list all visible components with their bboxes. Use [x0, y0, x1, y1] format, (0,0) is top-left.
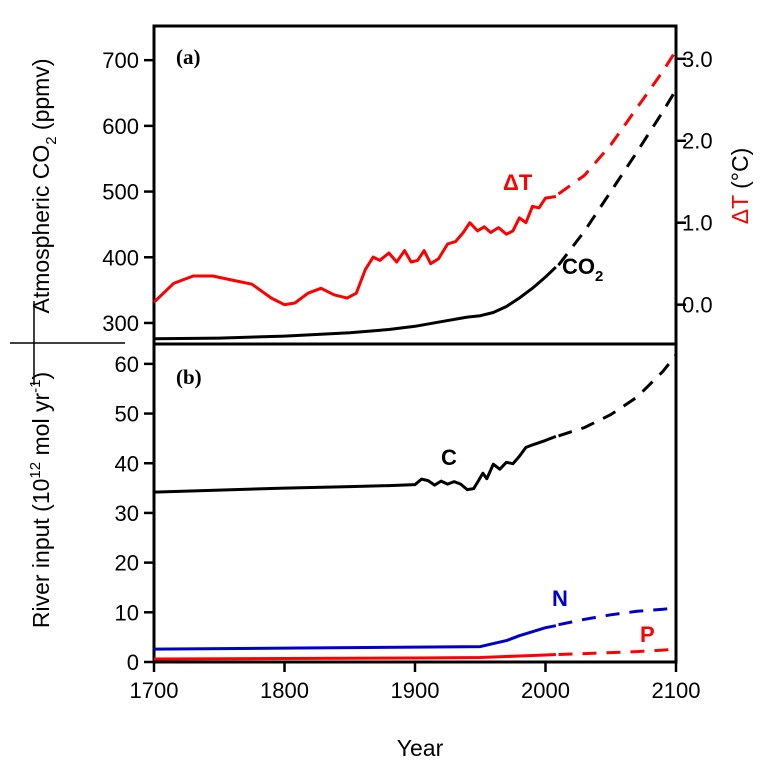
delta-t-tick-label: 1.0 — [682, 211, 713, 236]
co2-tick-label: 300 — [102, 311, 139, 336]
year-tick-label: 1800 — [260, 678, 309, 703]
river-tick-label: 30 — [115, 501, 139, 526]
co2-series-label-subscript: 2 — [595, 268, 603, 285]
panel-a-series — [152, 49, 678, 341]
p-observed-line — [153, 653, 556, 661]
river-tick-label: 40 — [115, 451, 139, 476]
co2-projected-line — [557, 88, 678, 267]
delta-t-axis-title-symbol: ΔT — [727, 195, 753, 224]
panel-a-label: (a) — [176, 45, 201, 69]
delta-t-series-label: ΔT — [503, 170, 533, 195]
panel-a-left-axis-title: Atmospheric CO2 (ppmv) — [28, 58, 60, 313]
x-axis-title: Year — [397, 735, 444, 761]
year-tick-label: 1900 — [391, 678, 440, 703]
year-tick-label: 2000 — [521, 678, 570, 703]
delta-t-axis-title-unit: (°C) — [727, 148, 753, 196]
river-tick-label: 50 — [115, 402, 139, 427]
year-tick-label: 1700 — [130, 678, 179, 703]
n-observed-line — [153, 624, 557, 651]
panel-a-right-axis: 0.0 1.0 2.0 3.0 — [676, 47, 713, 318]
river-axis-title-exponent: -1 — [27, 380, 44, 393]
co2-series-label-text: CO — [562, 254, 595, 279]
c-observed-line — [153, 434, 557, 494]
panel-b-left-axis-title: River input (1012 mol yr-1) — [27, 372, 54, 628]
p-projected-line — [558, 647, 677, 656]
n-projected-line — [558, 606, 677, 627]
co2-observed-line — [153, 266, 557, 341]
panel-b-frame — [152, 342, 678, 664]
river-axis-title-unit: mol yr — [28, 393, 54, 462]
svg-text:River input (1012 mol yr-1): River input (1012 mol yr-1) — [27, 372, 54, 628]
delta-t-tick-label: 2.0 — [682, 129, 713, 154]
river-axis-title-text: River input (10 — [28, 479, 54, 629]
year-tick-label: 2100 — [652, 678, 701, 703]
delta-t-projected-line — [557, 49, 678, 196]
co2-series-label: CO2 — [562, 254, 603, 285]
co2-tick-label: 500 — [102, 180, 139, 205]
delta-t-tick-label: 3.0 — [682, 47, 713, 72]
river-tick-label: 20 — [115, 551, 139, 576]
co2-axis-title-unit: (ppmv) — [28, 58, 54, 136]
river-axis-title-superscript: 12 — [27, 462, 44, 479]
co2-axis-title-subscript: 2 — [43, 136, 60, 144]
river-tick-label: 0 — [127, 650, 139, 675]
svg-text:Atmospheric CO2 (ppmv): Atmospheric CO2 (ppmv) — [28, 58, 60, 313]
co2-tick-label: 700 — [102, 48, 139, 73]
river-tick-label: 60 — [115, 352, 139, 377]
panel-a-right-axis-title: ΔT (°C) — [727, 148, 753, 225]
svg-text:ΔT (°C): ΔT (°C) — [727, 148, 753, 225]
river-axis-title-close: ) — [28, 372, 54, 380]
panel-b-series — [153, 353, 678, 661]
co2-tick-label: 400 — [102, 245, 139, 270]
x-axis: 1700 1800 1900 2000 2100 — [130, 662, 701, 703]
n-series-label: N — [552, 586, 568, 611]
river-tick-label: 10 — [115, 600, 139, 625]
panel-b-left-axis: 0 10 20 30 40 50 60 — [115, 352, 154, 675]
delta-t-observed-line — [152, 195, 557, 307]
c-series-label: C — [441, 445, 457, 470]
delta-t-tick-label: 0.0 — [682, 293, 713, 318]
p-series-label: P — [640, 622, 655, 647]
panel-b-label: (b) — [176, 365, 202, 389]
panel-a-frame — [152, 24, 678, 346]
co2-axis-title-text: Atmospheric CO — [28, 145, 54, 314]
panel-a-left-axis: 300 400 500 600 700 — [102, 48, 154, 336]
c-projected-line — [558, 353, 678, 438]
co2-tick-label: 600 — [102, 114, 139, 139]
